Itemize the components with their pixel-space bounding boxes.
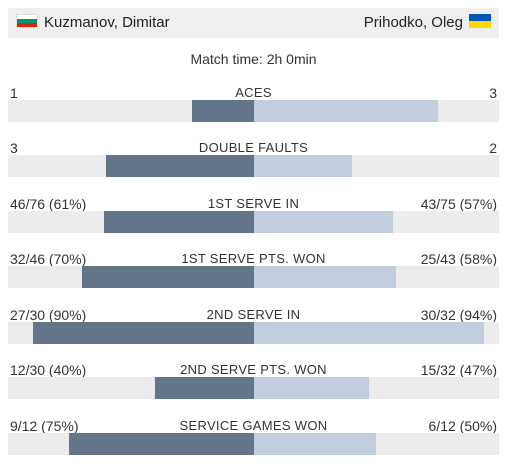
stat-bar-right <box>253 433 377 455</box>
player-right-name: Prihodko, Oleg <box>363 14 463 31</box>
stat-right-value: 3 <box>489 85 497 101</box>
stat-bar-left <box>69 433 254 455</box>
stat-bar-right <box>253 377 369 399</box>
stat-bar-left <box>81 266 254 288</box>
players-header: Kuzmanov, Dimitar Prihodko, Oleg <box>8 8 499 38</box>
stat-bar-right <box>253 322 485 344</box>
player-left[interactable]: Kuzmanov, Dimitar <box>16 8 170 38</box>
stat-right-value: 6/12 (50%) <box>428 418 497 434</box>
stat-left-value: 12/30 (40%) <box>10 362 87 378</box>
bulgaria-flag-icon <box>16 14 38 29</box>
stat-bar-track <box>8 266 499 288</box>
stat-label: SERVICE GAMES WON <box>179 418 328 433</box>
stat-bar-left <box>106 155 254 177</box>
stat-bar-track <box>8 155 499 177</box>
stat-right-value: 15/32 (47%) <box>420 362 497 378</box>
stat-row-1st-serve-pts-won: 32/46 (70%) 1ST SERVE PTS. WON 25/43 (58… <box>8 249 499 305</box>
stat-bar-right <box>253 266 396 288</box>
stat-left-value: 1 <box>10 85 18 101</box>
stat-bar-left <box>192 100 254 122</box>
player-right[interactable]: Prihodko, Oleg <box>364 8 491 38</box>
player-left-name: Kuzmanov, Dimitar <box>44 14 170 31</box>
stat-row-service-games-won: 9/12 (75%) SERVICE GAMES WON 6/12 (50%) <box>8 416 499 472</box>
stat-bar-track <box>8 211 499 233</box>
stat-label: 1ST SERVE IN <box>207 196 300 211</box>
stat-label: 1ST SERVE PTS. WON <box>181 251 326 266</box>
ukraine-flag-icon <box>469 14 491 29</box>
stat-row-aces: 1 ACES 3 <box>8 83 499 139</box>
stat-label: 2ND SERVE IN <box>206 307 301 322</box>
stat-bar-right <box>253 211 394 233</box>
stat-label: ACES <box>235 85 272 100</box>
stat-bar-right <box>253 100 438 122</box>
stat-left-value: 27/30 (90%) <box>10 307 87 323</box>
stat-row-double-faults: 3 DOUBLE FAULTS 2 <box>8 138 499 194</box>
stat-bar-track <box>8 433 499 455</box>
stat-left-value: 46/76 (61%) <box>10 196 87 212</box>
stat-row-1st-serve-in: 46/76 (61%) 1ST SERVE IN 43/75 (57%) <box>8 194 499 250</box>
stat-bar-right <box>253 155 352 177</box>
stat-bar-track <box>8 100 499 122</box>
stat-right-value: 30/32 (94%) <box>420 307 497 323</box>
stat-bar-track <box>8 322 499 344</box>
stat-bar-left <box>103 211 254 233</box>
stat-label: 2ND SERVE PTS. WON <box>180 362 327 377</box>
stat-left-value: 3 <box>10 140 18 156</box>
match-time: Match time: 2h 0min <box>190 51 317 67</box>
stat-row-2nd-serve-in: 27/30 (90%) 2ND SERVE IN 30/32 (94%) <box>8 305 499 361</box>
stat-bar-track <box>8 377 499 399</box>
stat-left-value: 32/46 (70%) <box>10 251 87 267</box>
stat-bar-left <box>32 322 254 344</box>
stat-row-2nd-serve-pts-won: 12/30 (40%) 2ND SERVE PTS. WON 15/32 (47… <box>8 360 499 416</box>
stat-left-value: 9/12 (75%) <box>10 418 79 434</box>
stat-right-value: 25/43 (58%) <box>420 251 497 267</box>
stat-right-value: 2 <box>489 140 497 156</box>
stat-label: DOUBLE FAULTS <box>198 140 309 155</box>
stat-bar-left <box>155 377 254 399</box>
stat-right-value: 43/75 (57%) <box>420 196 497 212</box>
